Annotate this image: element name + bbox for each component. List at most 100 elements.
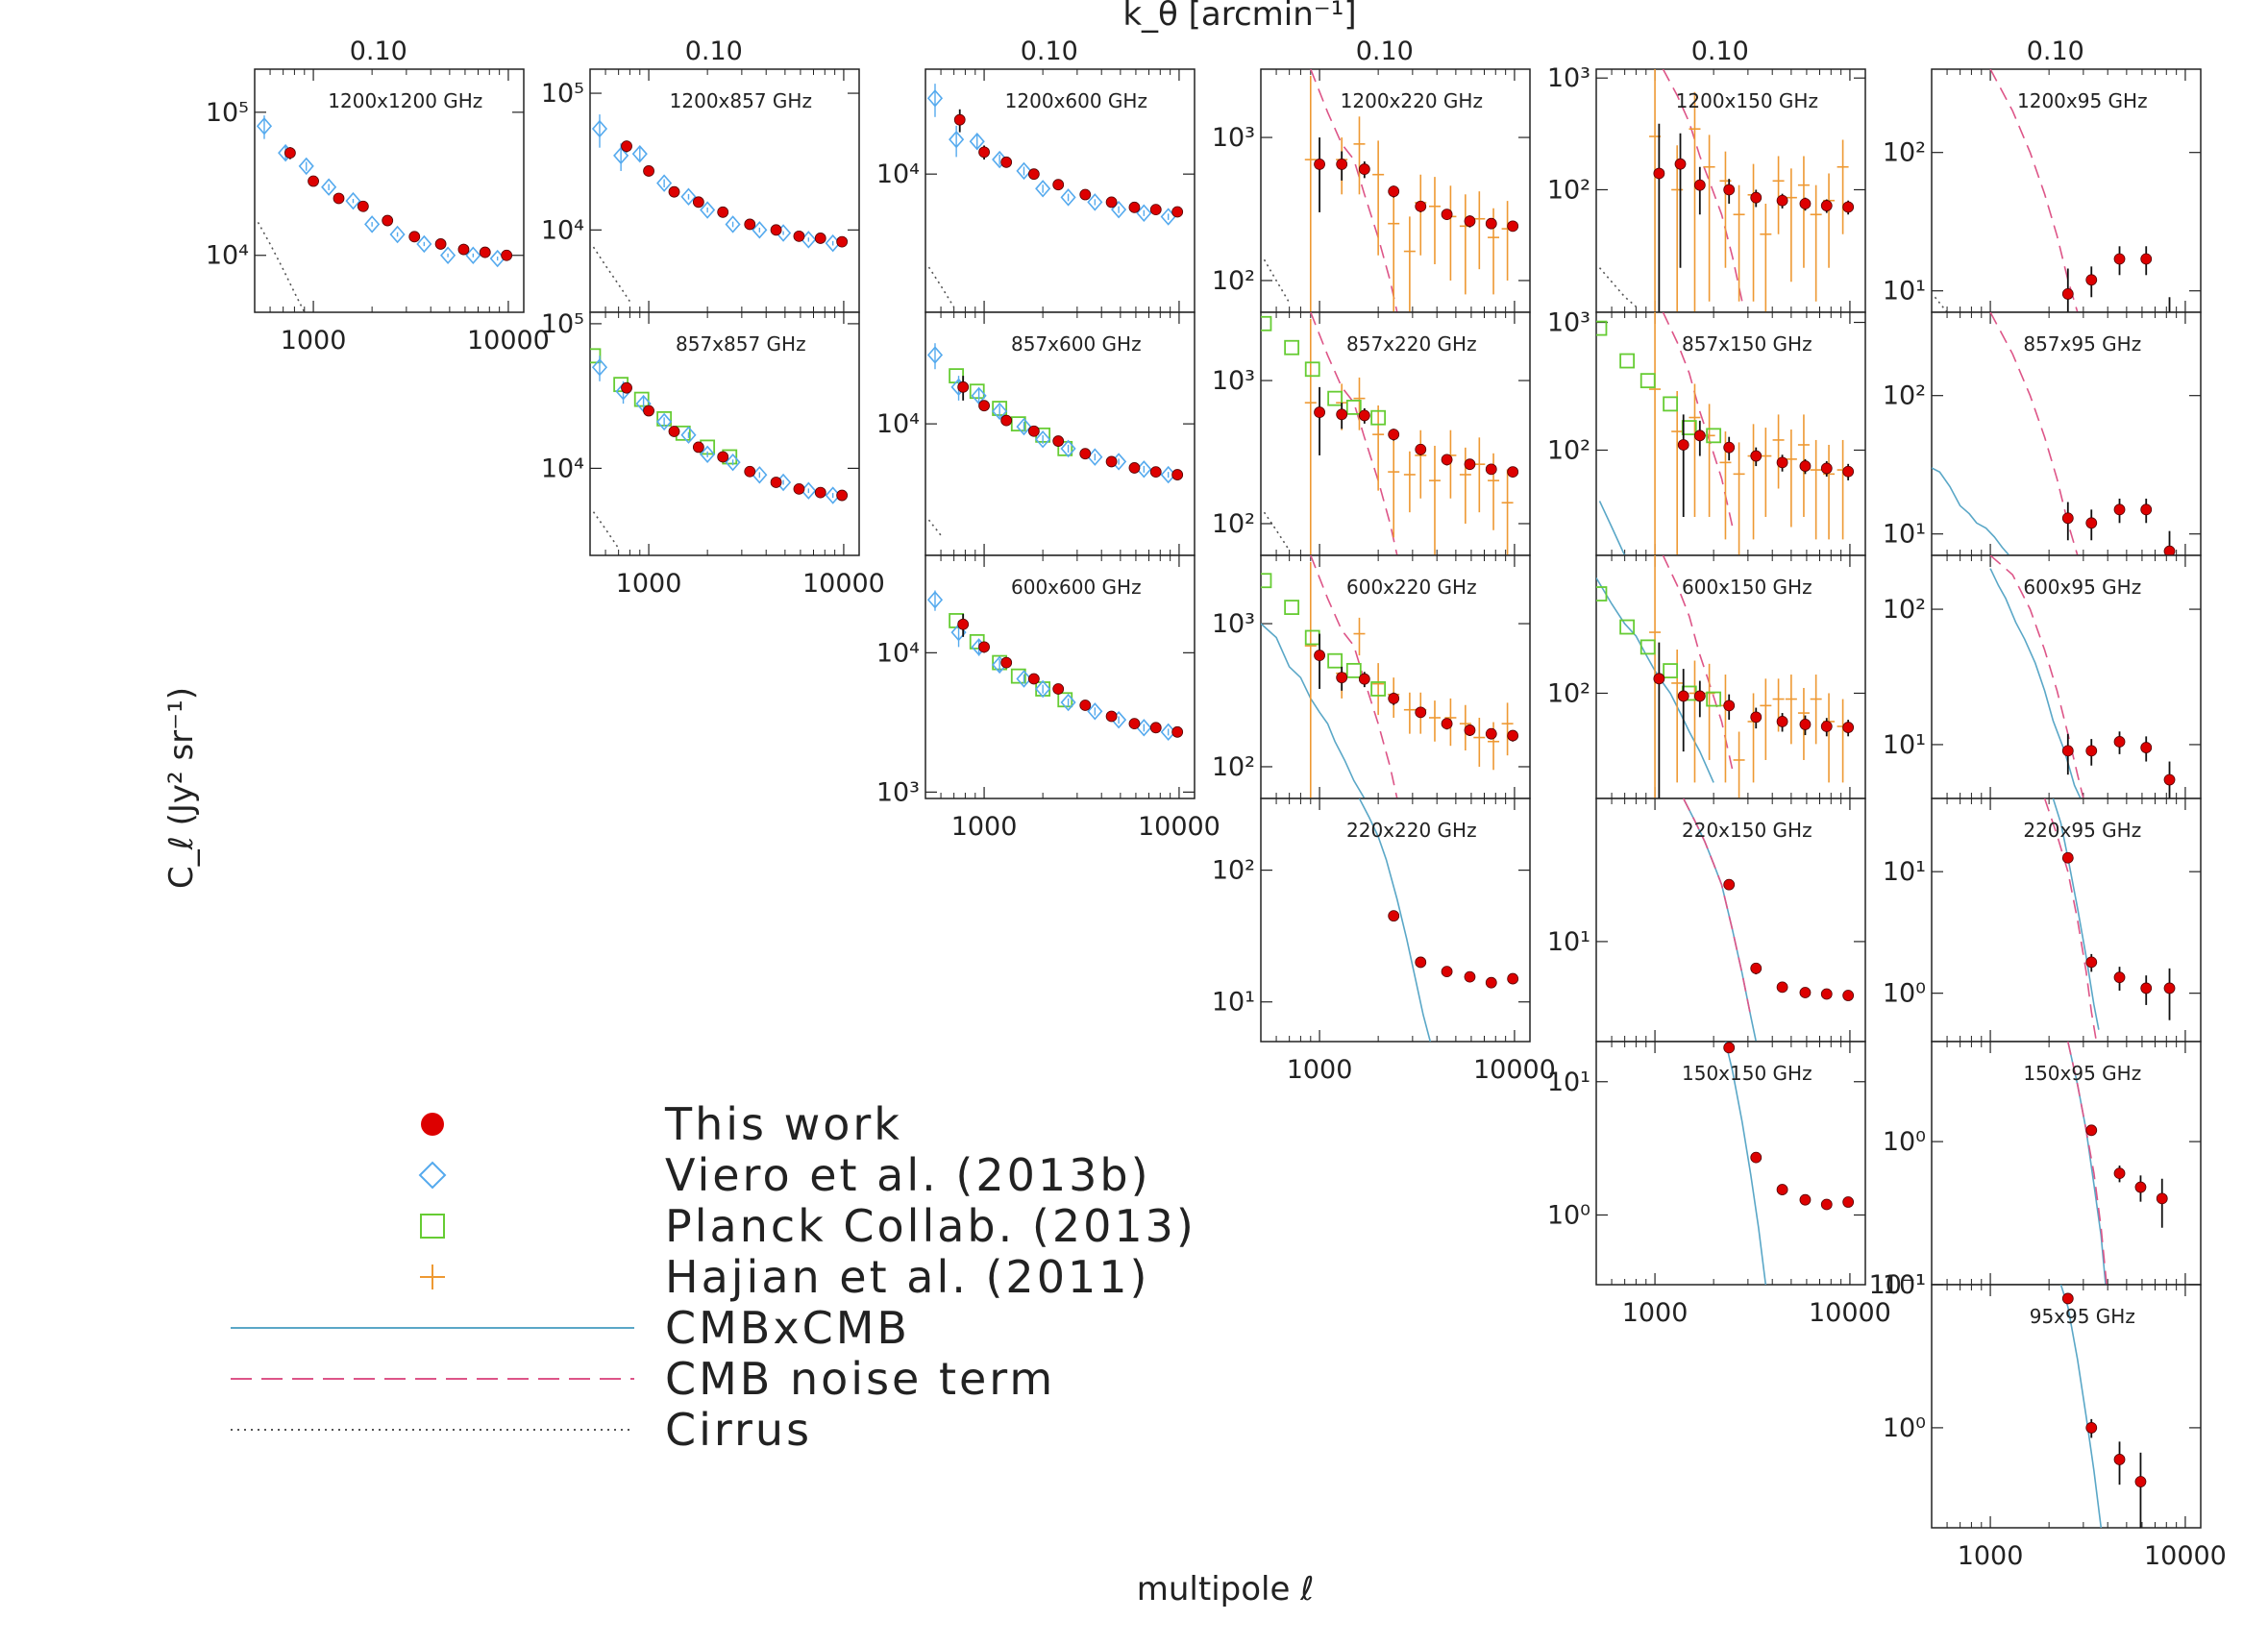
this-work-point xyxy=(1105,196,1118,209)
planck-point xyxy=(1619,353,1636,369)
this-work-point xyxy=(2061,512,2074,525)
this-work-point xyxy=(1336,408,1348,421)
this-work-point xyxy=(1415,443,1427,455)
this-work-point xyxy=(1507,220,1519,233)
this-work-point xyxy=(1128,462,1141,474)
panel: 10² 10³ 0.10 1200x150 GHz xyxy=(1547,37,1866,313)
panel-plot-area xyxy=(590,348,849,550)
this-work-point xyxy=(1464,215,1476,228)
this-work-point xyxy=(2085,956,2098,969)
planck-point xyxy=(1370,681,1387,697)
this-work-point xyxy=(1776,1184,1788,1195)
panel-frame xyxy=(1595,311,1866,556)
this-work-point xyxy=(1441,454,1453,466)
panel-label: 857x150 GHz xyxy=(1682,332,1812,356)
viero-point xyxy=(700,445,716,464)
this-work-point xyxy=(1052,179,1065,191)
planck-point xyxy=(1663,663,1679,678)
panel: 10¹ 220x150 GHz xyxy=(1547,798,1866,1043)
panel: 10¹ 10² 857x95 GHz xyxy=(1883,311,2202,556)
viero-point xyxy=(613,146,629,165)
cmb-noise-curve xyxy=(1989,555,2084,798)
panel-label: 857x600 GHz xyxy=(1011,332,1142,356)
this-work-point xyxy=(1485,727,1497,740)
this-work-point xyxy=(1052,435,1065,447)
x-tick-label: 10000 xyxy=(2144,1541,2227,1571)
this-work-point xyxy=(1842,201,1855,213)
panel-label: 1200x1200 GHz xyxy=(328,89,482,112)
this-work-point xyxy=(1820,988,1833,1000)
panel-frame xyxy=(1595,1041,1866,1286)
viero-point xyxy=(680,187,697,206)
panel-plot-area xyxy=(2059,1285,2147,1528)
y-tick-label: 10⁴ xyxy=(876,638,920,668)
this-work-point xyxy=(2085,1124,2098,1137)
this-work-point xyxy=(1677,439,1689,451)
this-work-point xyxy=(1415,956,1427,969)
this-work-point xyxy=(2113,736,2126,748)
planck-point xyxy=(1284,339,1300,356)
panel-label: 220x95 GHz xyxy=(2023,819,2141,842)
y-tick-label: 10¹ xyxy=(1883,730,1926,760)
viero-point xyxy=(416,234,432,254)
this-work-point xyxy=(1128,201,1141,213)
this-work-point xyxy=(1149,466,1162,479)
this-work-point xyxy=(1314,650,1325,661)
this-work-point xyxy=(2113,253,2126,265)
panel-label: 150x150 GHz xyxy=(1682,1062,1812,1085)
y-tick-label: 10² xyxy=(1883,138,1926,168)
this-work-point xyxy=(1128,718,1141,730)
this-work-point xyxy=(1799,460,1812,472)
top-tick-label: 0.10 xyxy=(1021,37,1078,66)
y-tick-label: 10³ xyxy=(1212,366,1255,396)
panel-label: 95x95 GHz xyxy=(2030,1305,2135,1328)
y-tick-label: 10³ xyxy=(1212,609,1255,639)
panel: 10² 600x150 GHz xyxy=(1547,554,1866,799)
top-tick-label: 0.10 xyxy=(2027,37,2084,66)
this-work-point xyxy=(1079,448,1092,460)
panel-label: 1200x600 GHz xyxy=(1005,89,1147,112)
panel-plot-area xyxy=(926,343,1184,536)
this-work-point xyxy=(1776,456,1788,469)
this-work-point xyxy=(1336,159,1348,170)
this-work-point xyxy=(2163,773,2176,786)
cmb-noise-curve xyxy=(1989,69,2079,312)
planck-point xyxy=(1345,662,1362,678)
top-tick-label: 0.10 xyxy=(1691,37,1749,66)
panel-frame xyxy=(924,68,1196,313)
legend-label: Cirrus xyxy=(665,1404,812,1456)
panel-label: 1200x95 GHz xyxy=(2017,89,2148,112)
y-tick-label: 10³ xyxy=(1547,308,1590,338)
this-work-point xyxy=(434,238,447,250)
this-work-point xyxy=(1723,184,1736,196)
this-work-point xyxy=(692,196,704,209)
this-work-point xyxy=(1820,462,1833,475)
y-tick-label: 10² xyxy=(1547,435,1590,465)
y-tick-label: 10² xyxy=(1547,678,1590,708)
viero-point xyxy=(926,591,944,609)
this-work-point xyxy=(957,618,970,630)
cmb-noise-curve xyxy=(1662,69,1743,302)
this-work-point xyxy=(1723,700,1736,712)
planck-point xyxy=(1639,639,1656,655)
this-work-point xyxy=(2140,503,2153,516)
this-work-point xyxy=(2140,253,2153,265)
this-work-point xyxy=(1820,721,1833,732)
this-work-point xyxy=(717,451,729,463)
panel: 10³ 10⁴ 1000 10000 600x600 GHz xyxy=(876,554,1220,842)
y-tick-label: 10¹ xyxy=(1883,520,1926,550)
panel-plot-area xyxy=(926,590,1184,742)
legend-item: Cirrus xyxy=(231,1404,812,1456)
legend-item: Planck Collab. (2013) xyxy=(420,1200,1194,1252)
panel-frame xyxy=(254,68,525,313)
cmb-noise-curve xyxy=(1682,798,1752,1017)
panel: 10² 10³ 0.10 1200x220 GHz xyxy=(1212,37,1531,313)
panel-plot-area xyxy=(1596,312,1855,555)
this-work-point xyxy=(1820,1198,1833,1211)
x-tick-label: 10000 xyxy=(1809,1298,1891,1328)
x-tick-label: 1000 xyxy=(281,326,347,356)
panel-plot-area xyxy=(256,115,513,312)
viero-point xyxy=(680,426,697,444)
this-work-point xyxy=(1842,1196,1855,1208)
y-tick-label: 10² xyxy=(1212,509,1255,539)
